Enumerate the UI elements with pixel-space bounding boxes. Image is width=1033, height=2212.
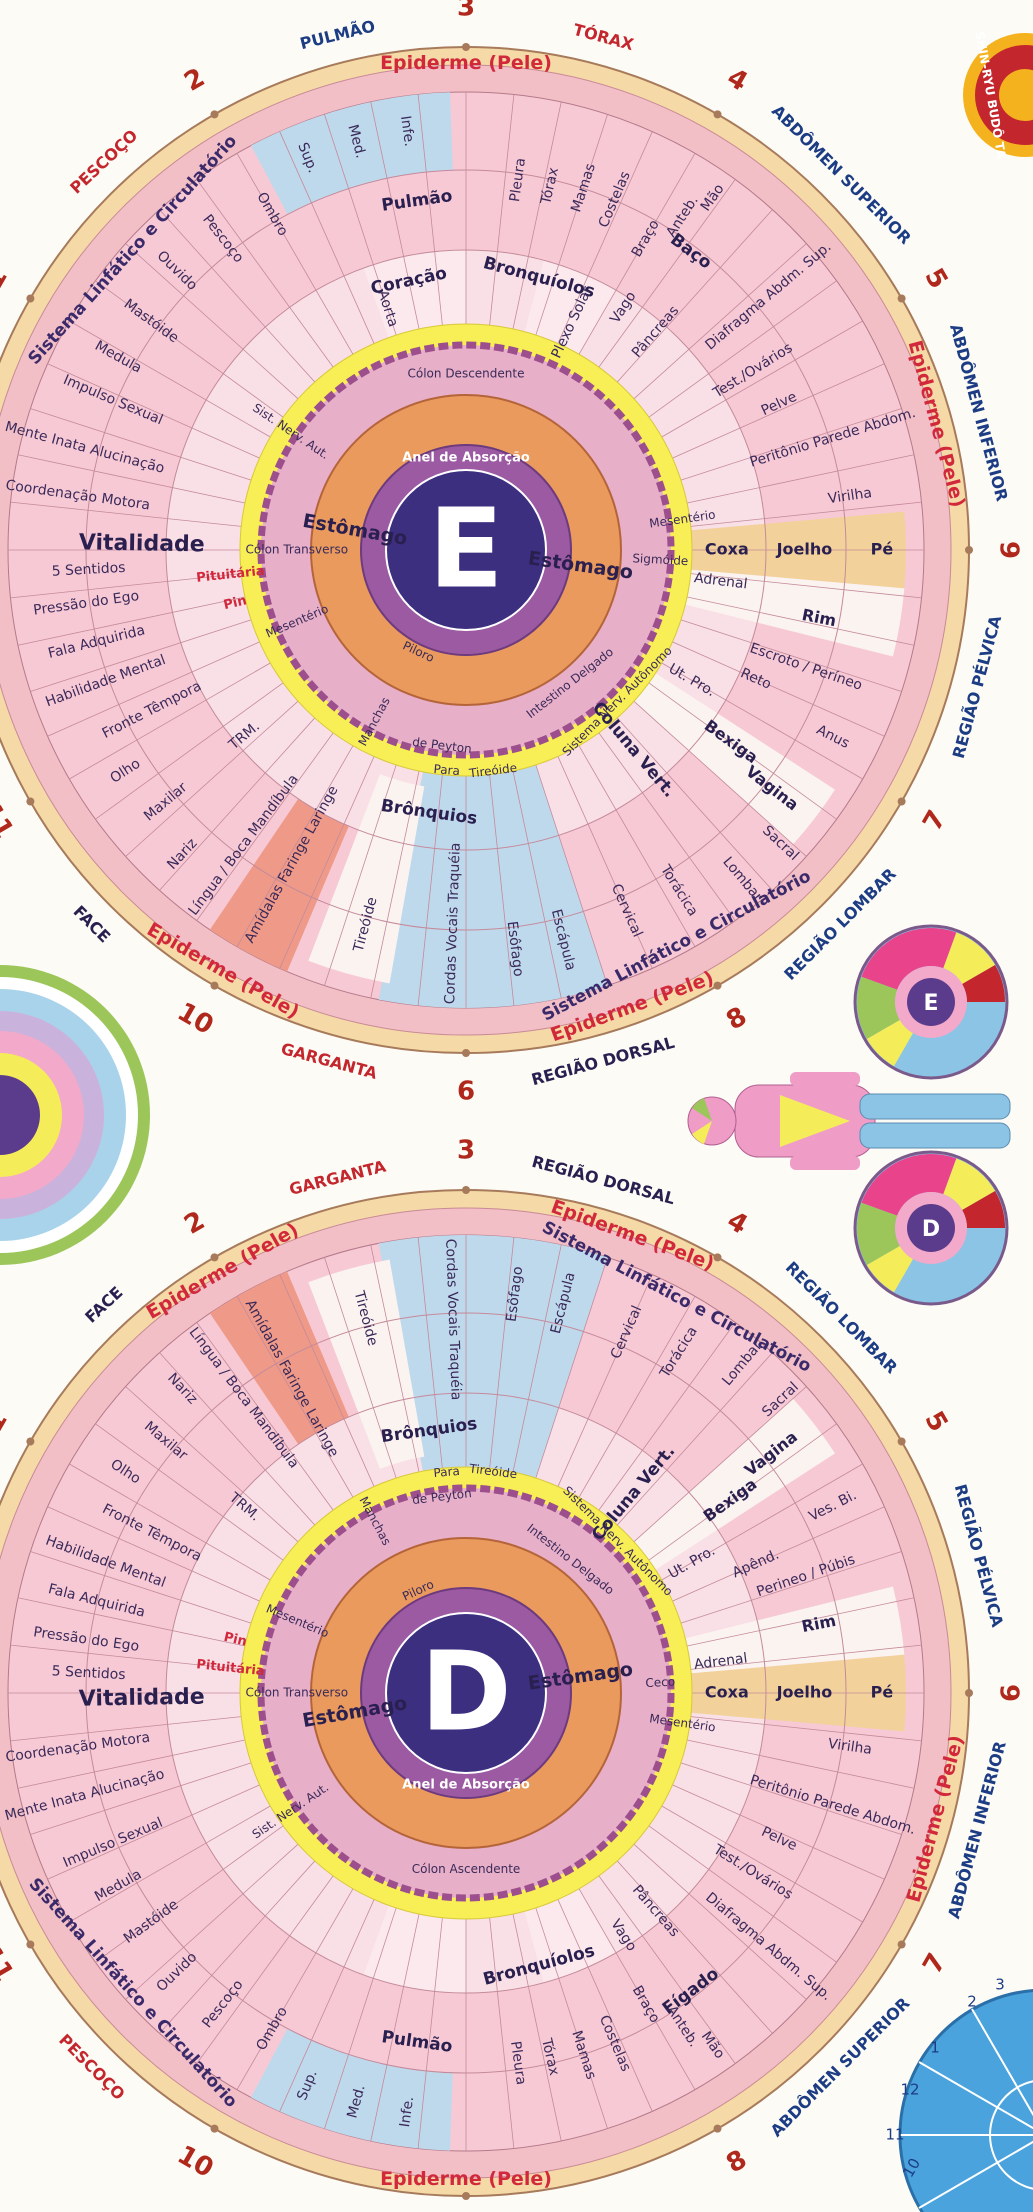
organ-label: Ceco xyxy=(645,1675,675,1691)
organ-label: Para xyxy=(433,762,460,778)
clock-tick xyxy=(898,798,906,806)
human-figure xyxy=(688,1072,1010,1170)
clock-tick xyxy=(965,546,973,554)
organ-label: Cólon Ascendente xyxy=(412,1862,521,1876)
clock-tick xyxy=(26,1438,34,1446)
organ-label: Joelho xyxy=(776,1683,833,1702)
logo: SHIN-RYU BUDÔ TA xyxy=(963,30,1033,160)
organ-label: Coxa xyxy=(705,540,749,559)
clock-tick xyxy=(898,295,906,303)
clock-tick xyxy=(211,2125,219,2133)
organ-label: Coxa xyxy=(705,1683,749,1702)
center-letter: E xyxy=(428,484,503,612)
clock-number: 2 xyxy=(179,1206,210,1241)
region-label: TÓRAX xyxy=(571,20,636,54)
clock-tick xyxy=(714,110,722,118)
ring-label: Anel de Absorção xyxy=(402,1778,530,1793)
clock-number: 2 xyxy=(179,63,210,98)
clock-tick xyxy=(714,2125,722,2133)
clock-number: 4 xyxy=(722,1206,753,1241)
clock-number: 7 xyxy=(917,1948,952,1979)
organ-label: Pé xyxy=(871,1683,894,1702)
organ-label: Sigmóide xyxy=(632,551,689,568)
clock-number: 8 xyxy=(721,1001,752,1036)
clock-number: 5 xyxy=(918,1406,953,1437)
organ-label: Vitalidade xyxy=(79,530,205,557)
clock-number: 8 xyxy=(721,2144,752,2179)
clock-number: 9 xyxy=(994,1684,1024,1702)
region-label: PULMÃO xyxy=(298,16,377,53)
clock-tick xyxy=(211,982,219,990)
clock-tick xyxy=(462,1049,470,1057)
clock-number: 10 xyxy=(172,997,218,1041)
figure-leg xyxy=(860,1123,1010,1148)
page: {"charts": [ {"center": "E", "ring": "An… xyxy=(0,0,1033,2212)
mini-clock-number: 3 xyxy=(995,1976,1005,1994)
clock-tick xyxy=(898,1941,906,1949)
clock-number: 10 xyxy=(172,2140,218,2184)
mini-clock-number: 2 xyxy=(967,1993,977,2011)
clock-tick xyxy=(211,1253,219,1261)
clock-number: 11 xyxy=(0,1941,19,1987)
region-label: GARGANTA xyxy=(287,1156,388,1198)
clock-tick xyxy=(26,295,34,303)
organ-label: Epiderme (Pele) xyxy=(380,2168,552,2190)
ring-label: Anel de Absorção xyxy=(402,451,530,466)
clock-tick xyxy=(462,1186,470,1194)
iridology-chart: ED SHIN-RYU BUDÔ TA 10 11 12 1 2 3 EAnel… xyxy=(0,0,1033,2212)
partial-rings xyxy=(0,965,150,1265)
figure-leg xyxy=(860,1094,1010,1119)
clock-tick xyxy=(898,1438,906,1446)
figure-arm xyxy=(790,1156,860,1170)
organ-label: Para xyxy=(433,1464,460,1480)
organ-label: Cólon Transverso xyxy=(246,1686,349,1700)
clock-number: 3 xyxy=(457,1136,475,1166)
iris-chart-left: EAnel de AbsorçãoEpiderme (Pele)Epiderme… xyxy=(0,0,1023,1107)
figure-arm xyxy=(790,1072,860,1086)
mini-clock-number: 12 xyxy=(900,2081,919,2099)
region-label: GARGANTA xyxy=(279,1039,380,1083)
legend: ED xyxy=(688,926,1010,1304)
clock-tick xyxy=(26,1941,34,1949)
clock-number: 4 xyxy=(722,63,753,98)
clock-number: 1 xyxy=(0,1406,14,1437)
clock-number: 5 xyxy=(918,263,953,294)
clock-number: 9 xyxy=(994,541,1024,559)
legend-letter: E xyxy=(923,991,938,1016)
clock-tick xyxy=(462,43,470,51)
organ-label: Epiderme (Pele) xyxy=(380,52,552,74)
clock-tick xyxy=(26,798,34,806)
clock-number: 3 xyxy=(457,0,475,23)
clock-tick xyxy=(462,2192,470,2200)
organ-label: Pé xyxy=(871,540,894,559)
clock-tick xyxy=(211,110,219,118)
organ-label: Vitalidade xyxy=(79,1685,205,1712)
clock-number: 6 xyxy=(457,1077,475,1107)
mini-clock-number: 1 xyxy=(930,2039,940,2057)
organ-label: Cólon Transverso xyxy=(246,543,349,557)
center-letter: D xyxy=(420,1627,511,1755)
mini-clock-number: 11 xyxy=(885,2126,904,2144)
clock-tick xyxy=(965,1689,973,1697)
clock-number: 11 xyxy=(0,798,19,844)
region-label: FACE xyxy=(70,902,115,947)
region-label: FACE xyxy=(81,1283,126,1327)
clock-number: 1 xyxy=(0,263,14,294)
legend-letter: D xyxy=(922,1217,940,1242)
organ-label: Cólon Descendente xyxy=(408,366,525,380)
clock-number: 7 xyxy=(917,805,952,836)
organ-label: Joelho xyxy=(776,540,833,559)
